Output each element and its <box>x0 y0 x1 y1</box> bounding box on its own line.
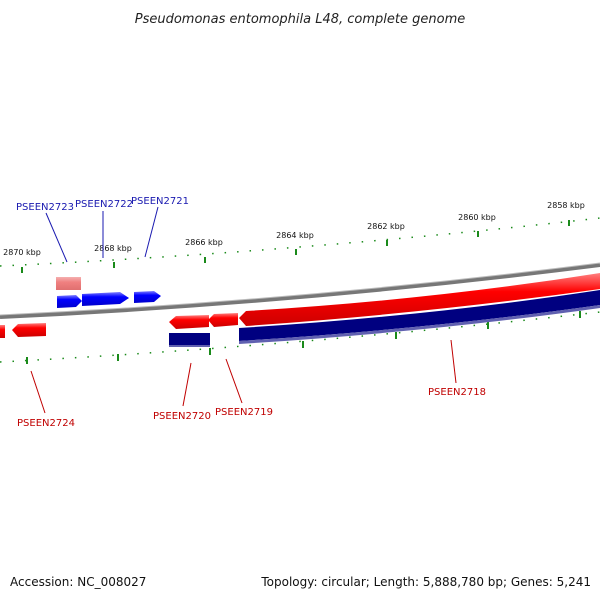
gene-pseen2724-feature[interactable] <box>0 323 46 338</box>
tick-label-2868: 2868 kbp <box>94 244 132 253</box>
tick-label-2862: 2862 kbp <box>367 222 405 231</box>
gene-label-pseen2723[interactable]: PSEEN2723 <box>16 202 74 213</box>
leader-lines <box>30 206 457 414</box>
gene-label-pseen2719[interactable]: PSEEN2719 <box>215 407 273 418</box>
gene-pseen2722-feature-a[interactable] <box>57 295 82 308</box>
inner-major-ticks <box>26 311 581 364</box>
gene-pseen2723-feature[interactable] <box>56 277 81 290</box>
gene-pseen2720-feature[interactable] <box>169 315 209 329</box>
gene-label-pseen2721[interactable]: PSEEN2721 <box>131 196 189 207</box>
gene-label-pseen2722[interactable]: PSEEN2722 <box>75 199 133 210</box>
gene-pseen2718-feature[interactable] <box>239 273 600 326</box>
genome-backbone <box>0 263 600 319</box>
tick-label-2866: 2866 kbp <box>185 238 223 247</box>
gene-pseen2721-feature[interactable] <box>134 291 161 303</box>
accession-text: Accession: NC_008027 <box>10 575 146 589</box>
inner-tick-ring <box>0 311 600 363</box>
outer-major-ticks <box>21 220 570 273</box>
genome-backbone-highlight <box>0 262 600 316</box>
gene-pseen2719-feature[interactable] <box>208 313 238 327</box>
gene-dark-feature-a[interactable] <box>169 333 210 347</box>
tick-label-2860: 2860 kbp <box>458 213 496 222</box>
gene-label-pseen2720[interactable]: PSEEN2720 <box>153 411 211 422</box>
gene-dark-feature-b[interactable] <box>239 290 600 344</box>
genome-summary-text: Topology: circular; Length: 5,888,780 bp… <box>260 575 591 589</box>
outer-tick-ring <box>0 217 600 267</box>
genome-title: Pseudomonas entomophila L48, complete ge… <box>135 12 466 27</box>
tick-label-2864: 2864 kbp <box>276 231 314 240</box>
tick-label-2858: 2858 kbp <box>547 201 585 210</box>
gene-label-pseen2724[interactable]: PSEEN2724 <box>17 418 75 429</box>
gene-label-pseen2718[interactable]: PSEEN2718 <box>428 387 486 398</box>
gene-pseen2722-feature[interactable] <box>82 292 129 306</box>
tick-label-2870: 2870 kbp <box>3 248 41 257</box>
